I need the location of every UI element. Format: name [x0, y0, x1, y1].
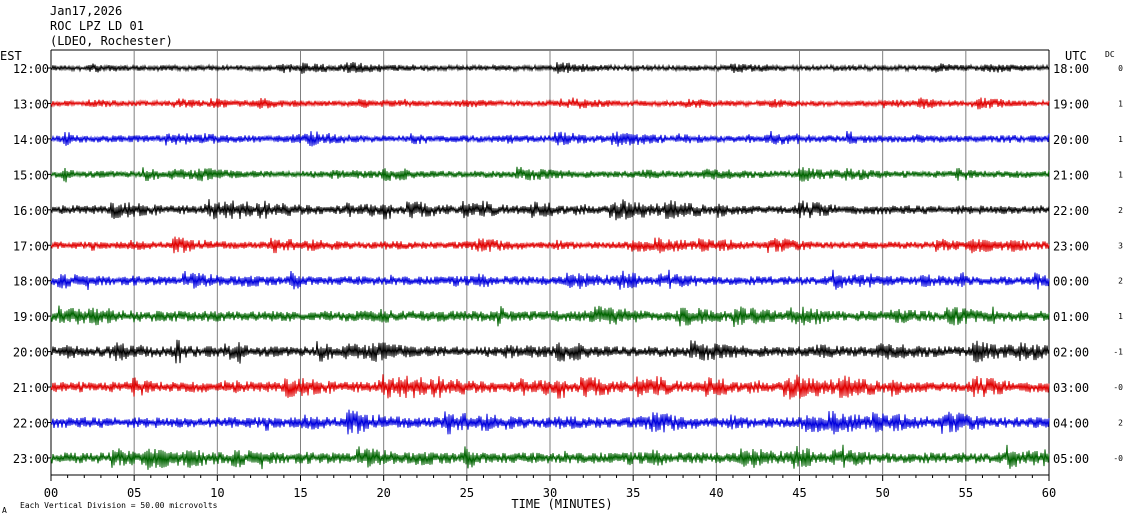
utc-time-label: 05:00 — [1053, 452, 1089, 466]
seismic-trace — [50, 166, 1050, 183]
utc-time-label: 02:00 — [1053, 346, 1089, 360]
est-time-label: 14:00 — [13, 133, 49, 147]
est-time-label: 16:00 — [13, 204, 49, 218]
dc-label: DC — [1105, 50, 1115, 59]
seismic-trace — [50, 339, 1050, 364]
est-time-label: 17:00 — [13, 239, 49, 253]
est-time-label: 18:00 — [13, 275, 49, 289]
seismic-trace — [50, 236, 1050, 254]
est-time-label: 19:00 — [13, 310, 49, 324]
dc-value: -1 — [1113, 348, 1123, 357]
x-tick-label: 20 — [376, 486, 390, 500]
dc-value: 1 — [1118, 99, 1123, 108]
x-tick-label: 40 — [709, 486, 723, 500]
dc-value: 1 — [1118, 312, 1123, 321]
est-time-label: 21:00 — [13, 381, 49, 395]
est-label: EST — [0, 49, 22, 63]
x-tick-label: 55 — [959, 486, 973, 500]
x-tick-label: 05 — [127, 486, 141, 500]
x-axis-label: TIME (MINUTES) — [511, 497, 612, 511]
utc-time-label: 01:00 — [1053, 310, 1089, 324]
utc-time-label: 23:00 — [1053, 239, 1089, 253]
station-name: ROC LPZ LD 01 — [50, 19, 144, 33]
seismic-trace — [50, 444, 1050, 470]
utc-time-label: 00:00 — [1053, 275, 1089, 289]
utc-time-label: 19:00 — [1053, 97, 1089, 111]
est-time-label: 22:00 — [13, 417, 49, 431]
dc-value: 2 — [1118, 419, 1123, 428]
utc-time-label: 18:00 — [1053, 62, 1089, 76]
dc-value: 2 — [1118, 206, 1123, 215]
seismic-trace — [50, 305, 1050, 328]
seismic-trace — [50, 269, 1050, 291]
dc-value: 0 — [1118, 64, 1123, 73]
scale-footnote: Each Vertical Division = 50.00 microvolt… — [20, 501, 218, 510]
x-tick-label: 10 — [210, 486, 224, 500]
seismic-trace — [50, 199, 1050, 221]
dc-value: -0 — [1113, 383, 1123, 392]
utc-time-label: 04:00 — [1053, 417, 1089, 431]
x-tick-label: 00 — [44, 486, 58, 500]
x-tick-label: 15 — [293, 486, 307, 500]
x-tick-label: 45 — [792, 486, 806, 500]
utc-time-label: 03:00 — [1053, 381, 1089, 395]
seismic-trace — [50, 374, 1050, 400]
est-time-label: 15:00 — [13, 168, 49, 182]
x-tick-label: 30 — [543, 486, 557, 500]
seismic-trace — [50, 62, 1050, 74]
x-tick-label: 25 — [460, 486, 474, 500]
seismic-trace — [50, 97, 1050, 110]
seismic-traces — [50, 62, 1050, 470]
est-time-label: 20:00 — [13, 346, 49, 360]
seismic-trace — [50, 409, 1050, 435]
seismic-trace — [50, 130, 1050, 147]
plot-grid — [48, 49, 1050, 481]
x-tick-label: 60 — [1042, 486, 1056, 500]
x-tick-label: 35 — [626, 486, 640, 500]
utc-label: UTC — [1065, 49, 1087, 63]
dc-value: 1 — [1118, 170, 1123, 179]
x-tick-label: 50 — [875, 486, 889, 500]
utc-time-label: 20:00 — [1053, 133, 1089, 147]
est-time-label: 13:00 — [13, 97, 49, 111]
est-time-label: 12:00 — [13, 62, 49, 76]
dc-value: 1 — [1118, 135, 1123, 144]
dc-value: -0 — [1113, 454, 1123, 463]
est-time-label: 23:00 — [13, 452, 49, 466]
dc-value: 3 — [1118, 241, 1123, 250]
utc-time-label: 21:00 — [1053, 168, 1089, 182]
dc-value: 2 — [1118, 277, 1123, 286]
network-name: (LDEO, Rochester) — [50, 34, 173, 48]
plot-date: Jan17,2026 — [50, 4, 123, 18]
corner-mark: A — [2, 506, 7, 515]
utc-time-label: 22:00 — [1053, 204, 1089, 218]
